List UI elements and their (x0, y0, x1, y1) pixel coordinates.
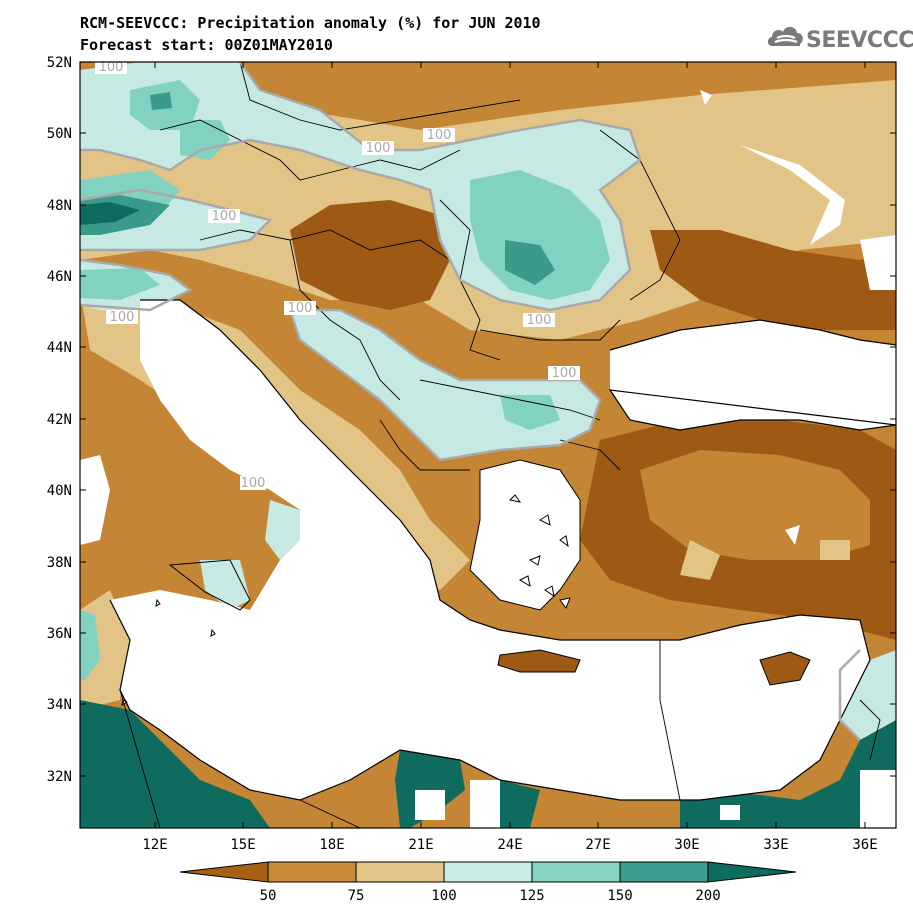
colorbar-ticks: 50 75 100 125 150 200 (260, 888, 721, 904)
sea-azov (860, 235, 896, 290)
coastline-aegean (469, 459, 581, 611)
svg-text:100: 100 (527, 313, 552, 328)
lat-label: 34N (47, 697, 72, 713)
svg-text:100: 100 (110, 310, 135, 325)
colorbar (179, 861, 797, 883)
field-wet-strong-germany (150, 92, 172, 110)
field-dry-strong-ukraine (650, 230, 896, 330)
colorbar-tick-label: 200 (695, 888, 720, 904)
map-area (80, 62, 896, 828)
colorbar-tick-label: 100 (431, 888, 456, 904)
coastline-mediterranean (109, 299, 871, 801)
lake-tuz (785, 525, 800, 545)
country-borders (119, 62, 881, 828)
islands-aegean (508, 494, 571, 610)
colorbar-swatch (531, 861, 621, 883)
svg-text:100: 100 (241, 476, 266, 491)
svg-text:100: 100 (552, 366, 577, 381)
svg-text:100: 100 (212, 209, 237, 224)
lat-label: 44N (47, 340, 72, 356)
contour-label: 100 (423, 128, 455, 143)
lat-label: 50N (47, 126, 72, 142)
colorbar-tick-label: 50 (260, 888, 277, 904)
colorbar-swatch (179, 861, 269, 883)
contour-label: 100 (106, 310, 138, 325)
lon-label: 33E (763, 837, 788, 853)
colorbar-swatch (267, 861, 357, 883)
cloud-logo-icon (767, 26, 803, 46)
map-frame (79, 61, 897, 829)
colorbar-tick-label: 150 (607, 888, 632, 904)
colorbar-tick-label: 125 (519, 888, 544, 904)
colorbar-swatch (619, 861, 709, 883)
logo-text: SEEVCCC (806, 28, 913, 53)
lon-label: 24E (497, 837, 522, 853)
field-wet-extreme-egypt-east (680, 720, 896, 828)
island-crete (497, 649, 581, 673)
chart-title: RCM-SEEVCCC: Precipitation anomaly (%) f… (80, 14, 541, 32)
lon-label: 21E (408, 837, 433, 853)
lat-label: 36N (47, 626, 72, 642)
island-cyprus (759, 651, 811, 686)
lat-label: 32N (47, 769, 72, 785)
sea-mediterranean (110, 300, 870, 800)
latitude-axis: 52N 50N 48N 46N 44N 42N 40N 38N 36N 34N … (47, 55, 896, 785)
lat-label: 52N (47, 55, 72, 71)
lat-label: 40N (47, 483, 72, 499)
lat-label: 42N (47, 412, 72, 428)
field-wet-algeria (80, 610, 100, 680)
contour-label: 100 (362, 141, 394, 156)
field-wet-extreme-alps (80, 202, 140, 225)
sea-aegean (470, 460, 580, 610)
svg-text:100: 100 (99, 60, 124, 75)
field-wet-bavaria (180, 120, 230, 160)
field-wet-extreme-libya (395, 745, 465, 828)
lon-label: 36E (852, 837, 877, 853)
longitude-axis: 12E 15E 18E 21E 24E 27E 30E 33E 36E (142, 62, 878, 853)
contour-label: 100 (240, 476, 266, 491)
contour-100-lines (80, 62, 861, 741)
reservoir-north (700, 90, 712, 105)
contour-label: 100 (208, 209, 240, 224)
field-wet-light-calabria (265, 500, 300, 560)
contour-label: 100 (523, 313, 555, 328)
colorbar-swatch (443, 861, 533, 883)
field-dry-light-patches (680, 540, 850, 580)
lon-label: 12E (142, 837, 167, 853)
svg-text:100: 100 (288, 301, 313, 316)
field-wet-extreme-egypt-west (500, 780, 540, 828)
island-sicily-outline (168, 559, 251, 611)
contour-label: 100 (95, 60, 127, 75)
lon-label: 15E (230, 837, 255, 853)
field-dry-anatolia-core (640, 450, 870, 560)
lat-label: 38N (47, 555, 72, 571)
svg-text:100: 100 (366, 141, 391, 156)
svg-text:100: 100 (427, 128, 452, 143)
contour-label: 100 (548, 366, 580, 381)
forecast-start-label: Forecast start: 00Z01MAY2010 (80, 36, 333, 54)
sea-tyrrhenian-west (80, 455, 110, 545)
lon-label: 18E (319, 837, 344, 853)
coastline-black-sea (608, 319, 896, 431)
sea-black (610, 320, 896, 430)
colorbar-tick-label: 75 (348, 888, 365, 904)
field-dry-strong-pannonia (290, 200, 450, 310)
lon-label: 27E (585, 837, 610, 853)
colorbar-swatch (707, 861, 797, 883)
lon-label: 30E (674, 837, 699, 853)
field-wet-extreme-libya-west (80, 700, 270, 828)
contour-label: 100 (284, 301, 316, 316)
contour-labels: 100 100 100 100 100 100 100 100 100 (95, 60, 580, 491)
field-wet-strong-romania (505, 240, 555, 285)
field-wet-light-sicily (200, 560, 250, 610)
lat-label: 46N (47, 269, 72, 285)
lat-label: 48N (47, 198, 72, 214)
colorbar-swatch (355, 861, 445, 883)
river-dnieper (740, 145, 845, 245)
seevccc-logo: SEEVCCC (766, 20, 913, 60)
field-wet-north-italy (80, 268, 160, 300)
field-wet-bulgaria (500, 395, 560, 430)
